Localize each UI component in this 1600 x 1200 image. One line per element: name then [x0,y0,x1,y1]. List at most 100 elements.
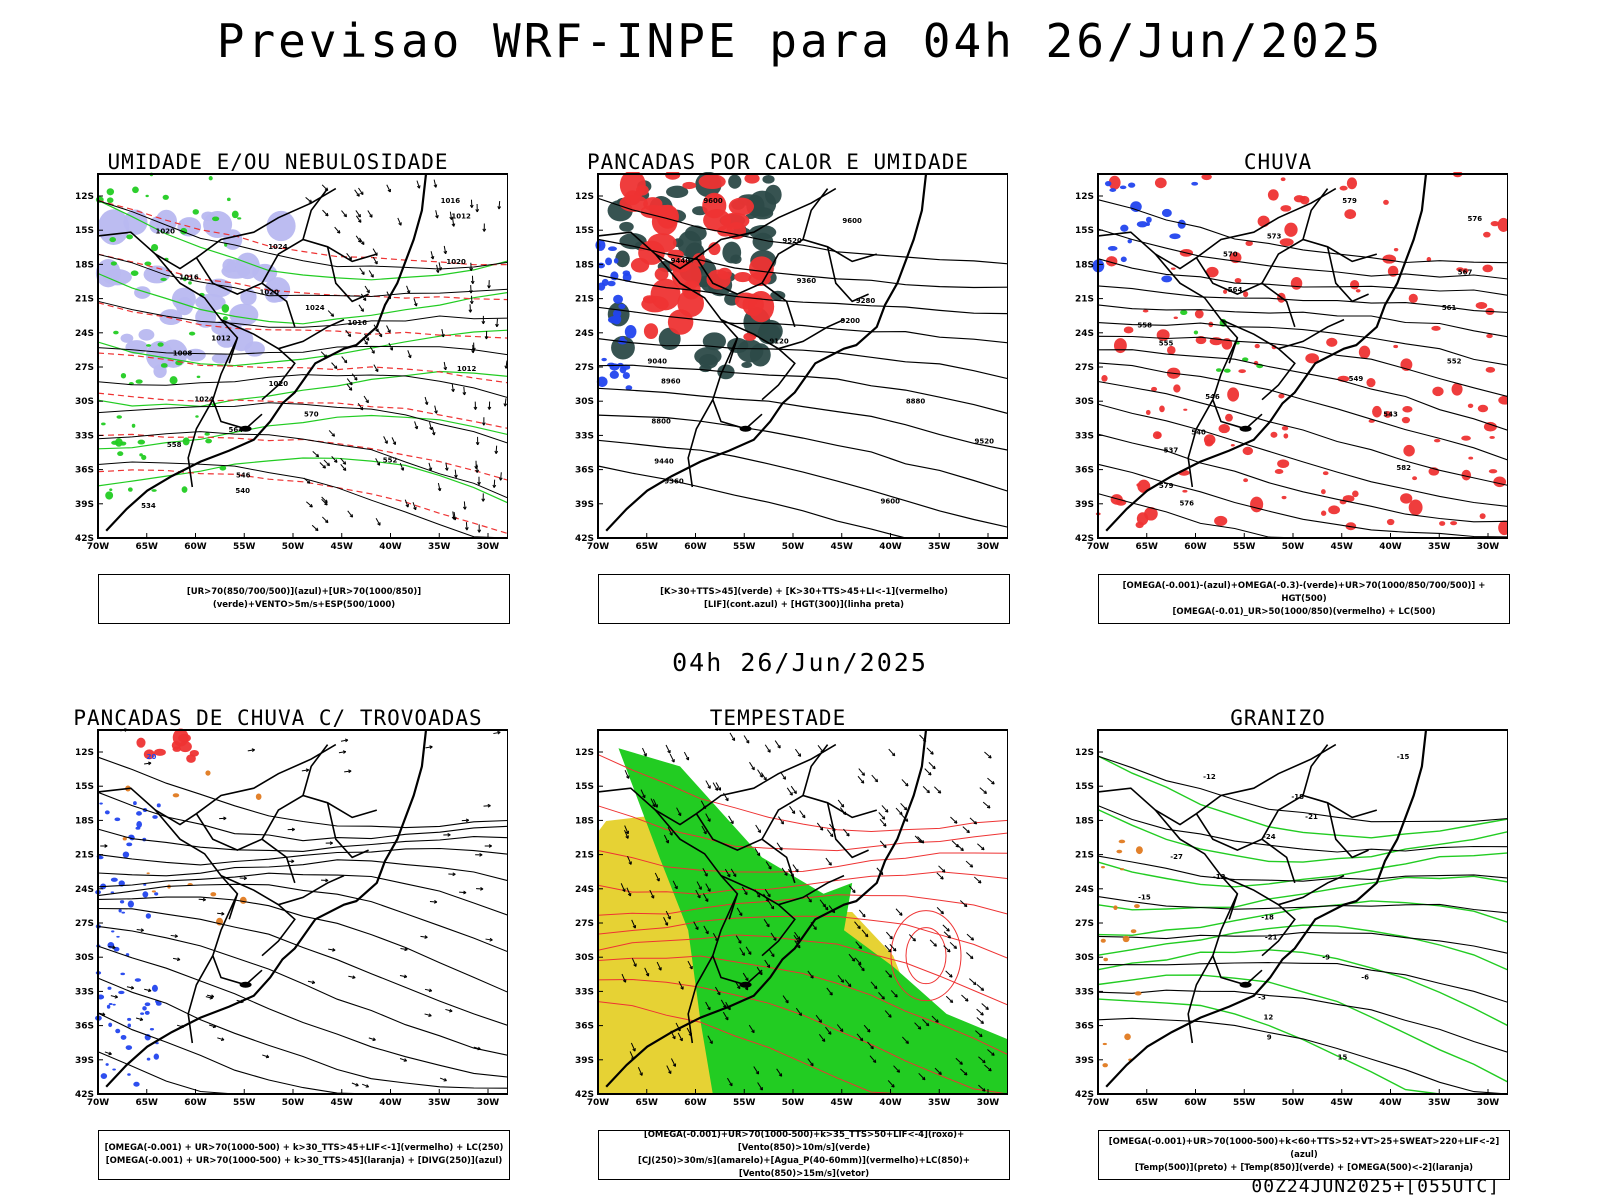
contour-line [97,872,508,916]
wind-arrow [198,898,206,901]
wind-arrowhead [784,872,788,876]
wind-arrowhead [782,776,787,780]
lat-label: 42S [1075,534,1094,544]
wind-arrow [828,905,836,914]
shaded-area [1227,387,1240,402]
shaded-area [744,173,760,184]
wind-arrow [306,501,313,508]
wind-arrowhead [357,219,362,223]
state-border [695,257,796,328]
panel-legend: [OMEGA(-0.001)-(azul)+OMEGA(-0.3)-(verde… [1098,574,1510,624]
wind-arrow [473,1046,481,1050]
wind-arrow [642,747,647,757]
shaded-area [601,278,609,286]
wind-arrowhead [859,1037,864,1042]
wind-arrowhead [941,869,946,873]
wind-arrow [665,744,671,754]
shaded-area [638,240,665,265]
wind-arrowhead [707,1006,711,1011]
wind-arrowhead [707,785,711,789]
wind-arrowhead [768,866,772,870]
contour-label: -21 [1265,933,1278,941]
wind-arrowhead [348,387,353,391]
wind-arrow [844,979,852,987]
contour-line [97,199,508,266]
shaded-area [178,741,192,753]
contour-lines [97,199,508,504]
wind-arrowhead [705,930,709,935]
wind-arrowhead [756,852,761,857]
state-border [261,794,378,840]
wind-arrowhead [861,967,865,972]
wind-arrow [217,912,225,915]
wind-arrowhead [324,519,329,524]
state-border [1278,874,1345,906]
lat-label: 42S [1075,1090,1094,1100]
wind-arrow [368,1037,376,1041]
shaded-area [1412,476,1418,481]
wind-arrow [908,934,916,942]
shaded-area [136,811,142,816]
lat-label: 15S [75,782,94,792]
shaded-area [154,748,166,756]
wind-arrowhead [965,998,969,1002]
lat-label: 24S [1075,885,1094,895]
wind-arrowhead [988,755,992,759]
wind-arrowhead [477,529,482,533]
contour-line [597,414,1008,492]
wind-arrowhead [130,985,135,990]
wind-arrowhead [759,1087,763,1091]
state-border [1187,955,1214,1044]
state-border [826,246,869,303]
contour-line [97,945,508,1078]
contour-label: -6 [1361,973,1369,981]
contour-line [1097,463,1508,538]
shaded-area [619,366,627,374]
panel-title: PANCADAS DE CHUVA C/ TROVOADAS [73,706,483,730]
wind-arrow [360,293,367,301]
page-title: Previsao WRF-INPE para 04h 26/Jun/2025 [216,14,1384,68]
lon-label: 40W [379,1098,402,1108]
shaded-area [1193,330,1199,335]
wind-arrowhead [658,967,662,971]
wind-arrow [987,777,995,785]
lat-label: 18S [575,816,594,826]
shaded-area [135,379,143,384]
wind-arrow [774,740,781,749]
lon-label: 40W [879,542,902,552]
shaded-area [1461,435,1471,441]
wind-arrow [914,835,922,843]
lat-label: 33S [75,987,94,997]
wind-arrow [445,462,448,471]
wind-arrowhead [487,803,491,808]
lat-label: 27S [1075,363,1094,373]
wind-arrow [748,1024,755,1034]
lat-label: 21S [75,851,94,861]
shaded-area [1483,231,1491,238]
wind-arrow [441,328,444,338]
shaded-area [751,207,774,220]
shaded-area [212,216,220,222]
wind-arrowhead [717,991,721,996]
wind-arrow [848,885,856,894]
shaded-area [160,363,168,368]
wind-arrow [493,479,496,488]
shaded-area [1270,431,1278,438]
wind-arrowhead [326,462,331,467]
wind-arrowhead [755,1071,760,1075]
wind-arrowhead [861,772,866,776]
wind-arrowhead [628,861,632,865]
state-border [1261,238,1378,284]
wind-arrow [640,789,646,799]
wind-arrow [889,943,897,952]
lagoon [239,425,252,432]
lon-label: 65W [1136,1098,1159,1108]
wind-arrowhead [858,945,862,950]
shaded-area [1250,496,1264,513]
wind-arrowhead [773,937,777,941]
lon-label: 60W [1184,542,1207,552]
contour-label: 579 [1159,482,1174,490]
lat-label: 24S [75,885,94,895]
shaded-area [1130,929,1137,934]
shaded-area [1393,344,1399,349]
